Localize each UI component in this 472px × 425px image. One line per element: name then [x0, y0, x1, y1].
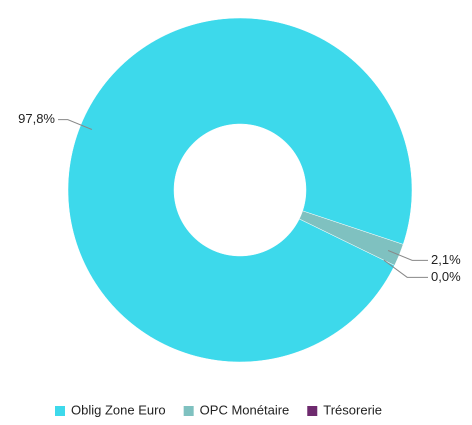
data-label: 0,0% [431, 269, 461, 284]
legend-swatch [55, 406, 65, 416]
legend: Oblig Zone Euro OPC Monétaire Trésorerie [55, 402, 382, 417]
legend-swatch [183, 406, 194, 416]
legend-label: Oblig Zone Euro [71, 402, 166, 417]
data-label: 97,8% [18, 111, 55, 126]
leader-line [58, 119, 93, 130]
slice [298, 210, 404, 266]
leader-line [383, 259, 428, 278]
legend-swatch [307, 406, 318, 416]
legend-label: OPC Monétaire [200, 402, 290, 417]
data-label: 2,1% [431, 252, 461, 267]
leader-line [387, 250, 428, 261]
slice [67, 17, 413, 363]
legend-label: Trésorerie [323, 402, 382, 417]
